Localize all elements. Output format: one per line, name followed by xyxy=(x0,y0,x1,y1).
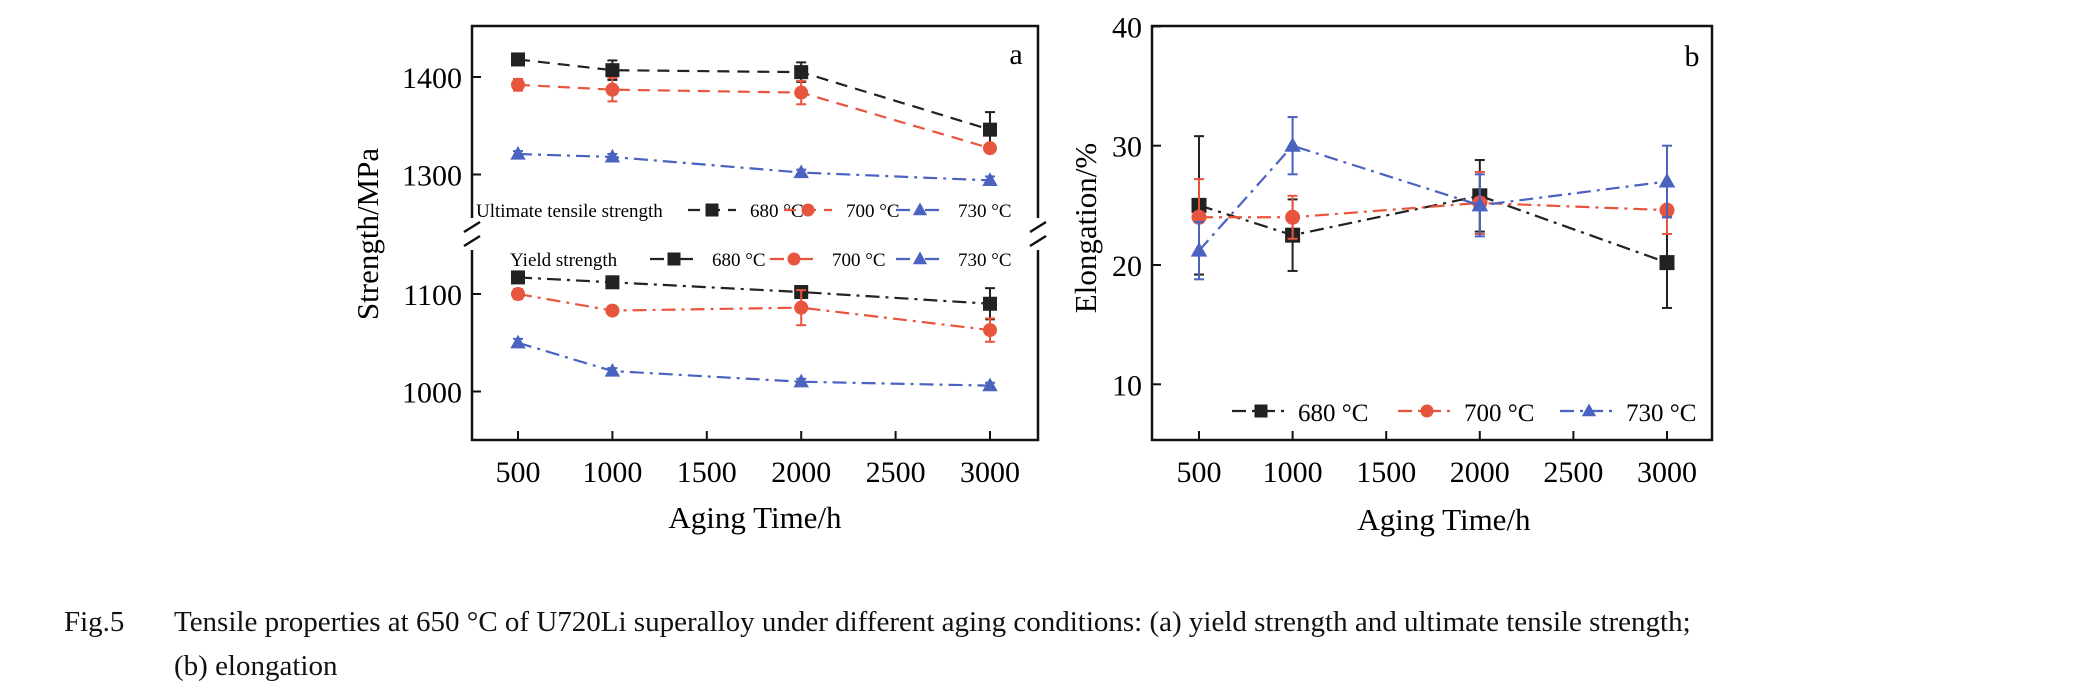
figure: 500 1000 1500 2000 2500 30001300140010001100 … xyxy=(350,11,1714,537)
panel-a-legend-yield-entry: 700 °C xyxy=(832,250,886,271)
panel-a-yield-data-point xyxy=(982,377,998,392)
panel-a-x-tick-label: 2500 xyxy=(866,456,926,489)
panel-a-legend-ultimate-symbol-marker xyxy=(801,203,815,217)
panel-b-data-point xyxy=(1658,172,1676,188)
panel-a-ultimate-data-point xyxy=(511,52,525,67)
panel-a-yield-data-point xyxy=(511,270,525,285)
panel-a-yield-data-point xyxy=(605,303,620,318)
panel-b-x-tick-label: 3000 xyxy=(1637,456,1697,489)
panel-b-data-point xyxy=(1191,209,1207,225)
panel-b-legend-entry: 680 °C xyxy=(1298,400,1368,427)
panel-a-label: a xyxy=(1009,38,1022,71)
panel-a-yield-data-point xyxy=(511,287,525,301)
panel-a-yield-data-point xyxy=(604,362,621,377)
panel-b-data-point xyxy=(1190,242,1208,257)
panel-b-series-line xyxy=(1198,144,1668,252)
panel-a-x-tick-label: 2000 xyxy=(771,456,831,489)
panel-b-x-axis-label: Aging Time/h xyxy=(1357,502,1531,537)
panel-b-y-axis-label: Elongation/% xyxy=(1068,143,1103,313)
panel-a-ultimate-data-point xyxy=(982,172,998,186)
panel-a-ultimate-data-point xyxy=(794,65,809,80)
panel-a-y-tick-label: 1400 xyxy=(402,62,462,95)
panel-a-legend-ultimate-entry: 700 °C xyxy=(846,201,900,222)
panel-b-data-point xyxy=(1659,255,1675,271)
panel-a-x-tick-label: 1500 xyxy=(677,456,737,489)
panel-a-ultimate-data-point xyxy=(604,148,621,163)
caption-figure-number: Fig.5 xyxy=(64,606,125,638)
panel-a-yield-data-point xyxy=(793,373,809,388)
panel-b-elongation-chart: 500 1000 1500 2000 2500 3000 10 20 30 40 680 °C 70… xyxy=(1068,11,1714,537)
caption-line-2: (b) elongation xyxy=(174,650,338,682)
panel-b-legend-symbol-marker xyxy=(1254,404,1268,418)
panel-a-y-tick-label: 1100 xyxy=(403,279,462,312)
panel-b-x-tick-label: 1000 xyxy=(1263,456,1323,489)
panel-b-data-point xyxy=(1471,196,1489,212)
panel-a-legend-ultimate-entry: 680 °C xyxy=(750,201,804,222)
panel-b-x-tick-label: 2500 xyxy=(1543,456,1603,489)
panel-a-x-tick-label: 1000 xyxy=(582,456,642,489)
panel-a-ultimate-series-line xyxy=(517,152,991,182)
panel-a-legend-ultimate-symbol-marker xyxy=(705,203,719,217)
panel-a-ultimate-data-point xyxy=(794,85,809,100)
panel-a-yield-data-point xyxy=(983,296,997,311)
panel-a-yield-series-line xyxy=(517,276,991,305)
panel-a-x-tick-label: 3000 xyxy=(960,456,1020,489)
panel-a-axis-break xyxy=(462,218,1048,250)
panel-a-ultimate-data-point xyxy=(511,77,525,92)
panel-b-legend-entry: 730 °C xyxy=(1626,400,1696,427)
panel-a-yield-data-point xyxy=(983,323,997,338)
panel-b-series-line xyxy=(1198,194,1668,264)
panel-a-legend-yield-symbol-marker xyxy=(667,252,681,266)
panel-b-y-tick-label: 10 xyxy=(1112,369,1142,402)
panel-b-series-line xyxy=(1199,201,1668,219)
panel-a-legend-yield-entry: 680 °C xyxy=(712,250,766,271)
panel-a-yield-series-line xyxy=(517,341,991,387)
panel-b-label: b xyxy=(1685,40,1700,73)
panel-a-legend-ultimate-entry: 730 °C xyxy=(958,201,1012,222)
panel-a-x-tick-label: 500 xyxy=(496,456,541,489)
panel-b-y-tick-label: 20 xyxy=(1112,250,1142,283)
panel-b-legend-entry: 700 °C xyxy=(1464,400,1534,427)
panel-b-y-tick-label: 30 xyxy=(1112,131,1142,164)
panel-a-legend-ultimate-title: Ultimate tensile strength xyxy=(476,201,663,222)
panel-a-ultimate-series-line xyxy=(517,58,991,131)
panel-a-frame xyxy=(470,24,1040,442)
panel-a-yield-data-point xyxy=(794,300,809,315)
panel-a-y-tick-label: 1300 xyxy=(402,160,462,193)
panel-b-y-tick-label: 40 xyxy=(1112,11,1142,44)
panel-a-y-tick-label: 1000 xyxy=(402,377,462,410)
panel-a-x-axis-label: Aging Time/h xyxy=(668,500,842,535)
panel-a-yield-data-point xyxy=(510,334,526,349)
panel-b-x-tick-label: 500 xyxy=(1177,456,1222,489)
panel-a-legend-yield-symbol-marker xyxy=(912,251,928,265)
panel-b-data-point xyxy=(1284,137,1301,152)
panel-b-x-tick-label: 1500 xyxy=(1356,456,1416,489)
panel-a-ultimate-series-line xyxy=(517,83,991,150)
panel-a-legend-yield-title: Yield strength xyxy=(510,250,618,271)
panel-a-yield-data-point xyxy=(605,275,620,290)
caption-line-1: Tensile properties at 650 °C of U720Li s… xyxy=(174,606,1691,638)
panel-b-data-point xyxy=(1285,209,1301,225)
panel-a-strength-chart: 500 1000 1500 2000 2500 30001300140010001100 … xyxy=(350,24,1048,535)
panel-b-x-tick-label: 2000 xyxy=(1450,456,1510,489)
panel-a-legend-ultimate-symbol-marker xyxy=(912,202,928,216)
panel-a-yield-series-line xyxy=(517,292,991,332)
panel-b-legend-symbol-marker xyxy=(1420,404,1434,418)
panel-b-legend-symbol-marker xyxy=(1581,403,1597,417)
panel-a-ultimate-data-point xyxy=(983,122,997,137)
panel-a-ultimate-data-point xyxy=(605,82,620,97)
panel-a-legend-yield-entry: 730 °C xyxy=(958,250,1012,271)
panel-a-legend-yield-symbol-marker xyxy=(787,252,801,266)
panel-a-ultimate-data-point xyxy=(793,164,809,179)
panel-a-ultimate-data-point xyxy=(983,141,997,156)
panel-a-y-axis-label: Strength/MPa xyxy=(350,148,385,320)
panel-a-ultimate-data-point xyxy=(605,63,620,78)
figure-caption: Fig.5 Tensile properties at 650 °C of U72… xyxy=(64,600,2054,688)
panel-a-ultimate-data-point xyxy=(510,145,526,160)
panel-b-frame xyxy=(1150,24,1714,442)
